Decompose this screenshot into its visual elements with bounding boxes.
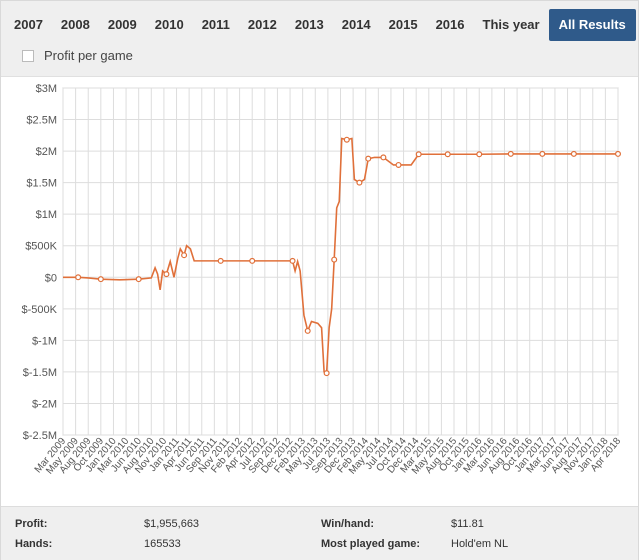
- data-point: [444, 151, 451, 158]
- profit-per-game-toggle[interactable]: Profit per game: [22, 48, 133, 63]
- tab-2010[interactable]: 2010: [154, 17, 184, 32]
- data-point: [476, 151, 483, 158]
- y-tick-label: $1M: [36, 209, 57, 221]
- profit-per-game-checkbox[interactable]: [22, 49, 34, 62]
- y-tick-label: $0: [45, 272, 57, 284]
- y-tick-label: $-2.5M: [23, 430, 57, 442]
- tab-this-year[interactable]: This year: [482, 17, 540, 32]
- tab-2014[interactable]: 2014: [341, 17, 371, 32]
- data-point: [570, 150, 577, 157]
- data-point: [507, 150, 514, 157]
- profit-chart: $-2.5M $-2M $-1.5M $-1M $-500K $0 $500K $1M $1.5…: [1, 78, 638, 504]
- winhand-label: Win/hand:: [321, 518, 375, 530]
- data-point: [163, 271, 170, 278]
- tab-2016[interactable]: 2016: [435, 17, 465, 32]
- tab-2007[interactable]: 2007: [14, 17, 43, 32]
- filter-bar: 2007 2008 2009 2010 2011 2012 2013 2014 2015 2016…: [1, 1, 638, 77]
- winhand-value: $11.81: [451, 518, 484, 530]
- data-point: [614, 150, 621, 157]
- data-point: [304, 327, 311, 334]
- data-point: [217, 257, 224, 264]
- data-point: [395, 161, 402, 168]
- hands-value: 165533: [144, 538, 181, 550]
- y-tick-label: $-1.5M: [23, 367, 57, 379]
- data-point: [289, 257, 296, 264]
- data-point: [415, 151, 422, 158]
- data-point: [331, 256, 338, 263]
- y-tick-label: $-2M: [32, 398, 57, 410]
- profit-per-game-label: Profit per game: [44, 48, 133, 63]
- profit-series-line: [63, 137, 619, 375]
- y-tick-label: $-500K: [22, 304, 58, 316]
- data-point: [323, 370, 330, 377]
- y-tick-label: $3M: [36, 83, 57, 95]
- data-point: [343, 136, 350, 143]
- data-point: [135, 276, 142, 283]
- data-point: [181, 252, 188, 259]
- tab-all-results[interactable]: All Results: [548, 9, 636, 41]
- y-tick-label: $1.5M: [26, 178, 57, 190]
- profit-value: $1,955,663: [144, 518, 200, 530]
- data-point: [380, 154, 387, 161]
- data-point: [539, 150, 546, 157]
- tab-2008[interactable]: 2008: [60, 17, 90, 32]
- y-tick-label: $-1M: [32, 335, 57, 347]
- data-point: [75, 274, 82, 281]
- profit-line-chart: $-2.5M $-2M $-1.5M $-1M $-500K $0 $500K $1M $1.5…: [22, 83, 624, 477]
- data-point: [97, 276, 104, 283]
- data-point: [249, 257, 256, 264]
- tab-2012[interactable]: 2012: [247, 17, 277, 32]
- tab-2013[interactable]: 2013: [294, 17, 324, 32]
- y-tick-label: $500K: [25, 241, 57, 253]
- summary-footer: Profit: $1,955,663 Win/hand: $11.81 Hand…: [1, 506, 638, 560]
- data-point: [365, 155, 372, 162]
- tab-2015[interactable]: 2015: [388, 17, 418, 32]
- hands-label: Hands:: [15, 538, 53, 550]
- profit-label: Profit:: [15, 518, 48, 530]
- y-tick-label: $2.5M: [26, 115, 57, 127]
- year-tabs: 2007 2008 2009 2010 2011 2012 2013 2014 2015 2016…: [5, 9, 636, 41]
- data-point: [356, 179, 363, 186]
- most-played-value: Hold'em NL: [451, 538, 509, 550]
- tab-2011[interactable]: 2011: [201, 17, 230, 32]
- tab-2009[interactable]: 2009: [107, 17, 137, 32]
- y-tick-label: $2M: [36, 146, 57, 158]
- most-played-label: Most played game:: [321, 538, 421, 550]
